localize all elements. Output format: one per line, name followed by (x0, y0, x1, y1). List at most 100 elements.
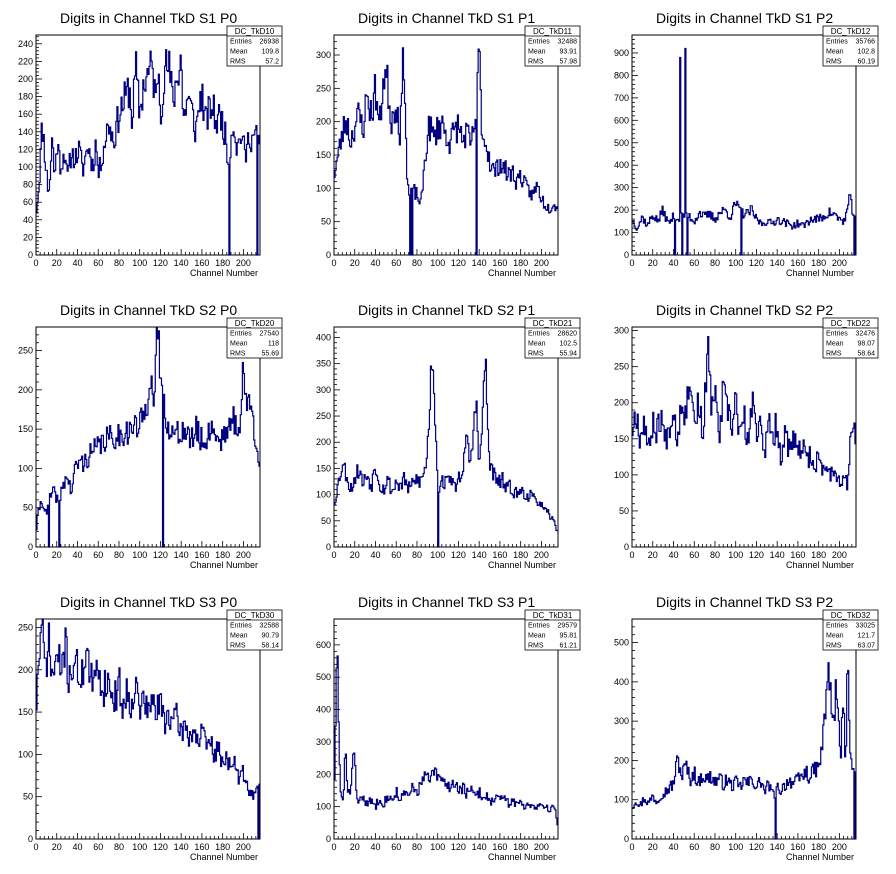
y-tick-label: 50 (23, 503, 33, 513)
y-tick-label: 0 (326, 834, 331, 844)
y-tick-label: 100 (316, 183, 331, 193)
histogram-line (632, 662, 856, 840)
y-tick-label: 350 (316, 359, 331, 369)
stats-box: DC_TkD32 Entries 33025 Mean 121.7 RMS 63.07 (822, 609, 879, 651)
y-tick-label: 50 (321, 217, 331, 227)
x-tick-label: 20 (648, 550, 658, 560)
x-tick-label: 40 (72, 550, 82, 560)
x-axis-label: Channel Number (786, 852, 854, 862)
x-tick-label: 100 (132, 842, 147, 852)
stats-value: 90.79 (261, 633, 279, 640)
stats-label: RMS (230, 59, 246, 66)
x-tick-label: 60 (391, 258, 401, 268)
y-tick-label: 140 (18, 127, 33, 137)
histogram-line (334, 47, 558, 256)
y-tick-label: 250 (18, 622, 33, 632)
stats-value: 28620 (558, 331, 578, 338)
y-tick-label: 0 (624, 834, 629, 844)
x-tick-label: 180 (215, 842, 230, 852)
stats-value: 27540 (260, 331, 280, 338)
y-tick-label: 200 (614, 755, 629, 765)
stats-box-name: DC_TkD11 (533, 27, 573, 36)
x-tick-label: 120 (749, 842, 764, 852)
x-tick-label: 120 (451, 842, 466, 852)
y-tick-label: 100 (614, 228, 629, 238)
y-tick-label: 150 (18, 707, 33, 717)
y-tick-label: 100 (18, 162, 33, 172)
y-tick-label: 200 (316, 769, 331, 779)
stats-box-name: DC_TkD31 (533, 611, 573, 620)
y-tick-label: 50 (321, 516, 331, 526)
x-tick-label: 160 (492, 550, 507, 560)
x-tick-label: 60 (93, 258, 103, 268)
x-tick-label: 100 (728, 258, 743, 268)
chart-title: Digits in Channel TkD S1 P1 (358, 10, 535, 26)
x-tick-label: 200 (534, 258, 549, 268)
y-tick-label: 0 (624, 542, 629, 552)
histogram-panel-6: Digits in Channel TkD S2 P2 0 20 40 60 80 100 1… (614, 302, 879, 570)
y-tick-label: 150 (316, 463, 331, 473)
stats-value: 63.07 (857, 643, 875, 650)
y-tick-label: 300 (614, 716, 629, 726)
x-tick-label: 20 (350, 258, 360, 268)
stats-value: 32588 (260, 623, 280, 630)
stats-box-frame (226, 25, 283, 67)
stats-box: DC_TkD30 Entries 32588 Mean 90.79 RMS 58.14 (226, 609, 283, 651)
stats-label: Mean (230, 49, 248, 56)
y-tick-label: 60 (23, 197, 33, 207)
stats-value: 102.5 (559, 341, 577, 348)
stats-label: Mean (826, 341, 844, 348)
x-tick-label: 0 (331, 550, 336, 560)
stats-label: Mean (826, 49, 844, 56)
x-tick-label: 20 (52, 258, 62, 268)
chart-title: Digits in Channel TkD S1 P0 (60, 10, 237, 26)
x-axis-label: Channel Number (488, 268, 556, 278)
stats-label: Entries (528, 331, 550, 338)
x-tick-label: 140 (472, 550, 487, 560)
stats-value: 29579 (558, 623, 578, 630)
x-tick-label: 160 (790, 258, 805, 268)
x-tick-label: 140 (472, 258, 487, 268)
x-tick-label: 180 (513, 842, 528, 852)
x-tick-label: 0 (331, 842, 336, 852)
stats-value: 118 (268, 341, 279, 348)
x-tick-label: 160 (492, 842, 507, 852)
x-axis-label: Channel Number (190, 852, 258, 862)
y-tick-label: 0 (28, 834, 33, 844)
stats-label: RMS (826, 643, 842, 650)
y-tick-label: 180 (18, 92, 33, 102)
stats-value: 95.81 (559, 633, 577, 640)
x-tick-label: 180 (811, 258, 826, 268)
stats-label: Mean (230, 633, 248, 640)
histogram-line (632, 47, 856, 256)
y-tick-label: 100 (316, 490, 331, 500)
x-tick-label: 140 (174, 550, 189, 560)
stats-label: Mean (528, 633, 546, 640)
x-tick-label: 160 (194, 842, 209, 852)
x-tick-label: 0 (33, 842, 38, 852)
y-tick-label: 160 (18, 109, 33, 119)
y-tick-label: 300 (316, 385, 331, 395)
plot-frame (333, 326, 559, 548)
x-tick-label: 80 (412, 550, 422, 560)
chart-title: Digits in Channel TkD S3 P1 (358, 594, 535, 610)
x-tick-label: 0 (33, 258, 38, 268)
stats-label: RMS (826, 351, 842, 358)
y-tick-label: 150 (614, 434, 629, 444)
stats-box-name: DC_TkD20 (235, 319, 275, 328)
chart-title: Digits in Channel TkD S2 P0 (60, 302, 237, 318)
x-tick-label: 200 (236, 258, 251, 268)
x-tick-label: 100 (132, 550, 147, 560)
y-tick-label: 400 (316, 332, 331, 342)
y-tick-label: 250 (18, 346, 33, 356)
y-tick-label: 300 (316, 50, 331, 60)
x-tick-label: 20 (52, 550, 62, 560)
stats-label: Entries (528, 39, 550, 46)
x-tick-label: 180 (811, 550, 826, 560)
x-tick-label: 20 (648, 842, 658, 852)
histogram-line (632, 336, 856, 491)
y-tick-label: 100 (316, 802, 331, 812)
x-tick-label: 180 (513, 258, 528, 268)
stats-box: DC_TkD21 Entries 28620 Mean 102.5 RMS 55.94 (524, 317, 581, 359)
y-tick-label: 0 (624, 250, 629, 260)
